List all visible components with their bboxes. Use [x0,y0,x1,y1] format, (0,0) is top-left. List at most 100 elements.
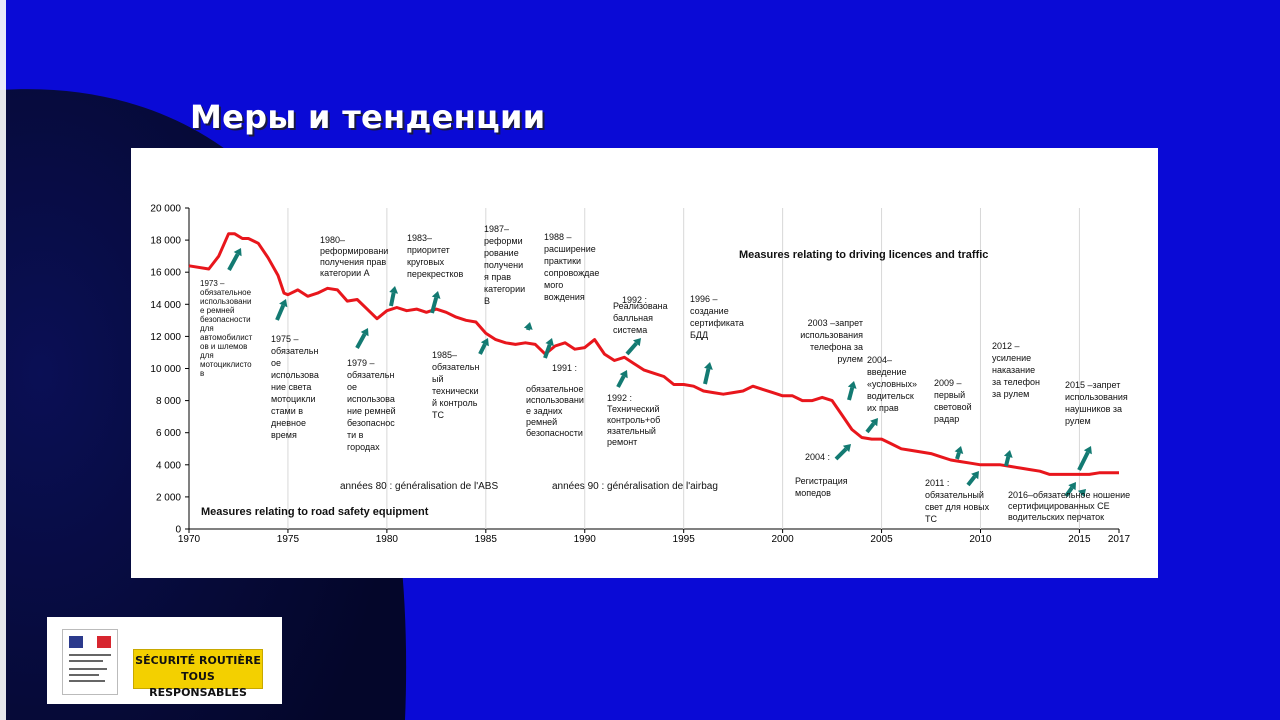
logo-box: SÉCURITÉ ROUTIÈRE TOUS RESPONSABLES [47,617,282,704]
annotation-arrow [955,452,961,460]
annotation-arrow [478,343,487,355]
y-tick-label: 6 000 [156,428,181,439]
annotation-arrow-head [480,338,489,347]
annotation-arrow-head [233,248,242,257]
y-tick-label: 12 000 [150,332,181,343]
securite-routiere-logo: SÉCURITÉ ROUTIÈRE TOUS RESPONSABLES [133,649,263,699]
annotation-arrow [543,343,552,359]
x-tick-label: 2000 [771,534,794,545]
annotation-6: 1985– обязательн ый технически й контроль ТС [432,350,479,420]
annotation-arrow [865,422,876,434]
logo-line-2: TOUS RESPONSABLES [149,670,247,699]
chart-panel: 0 2 000 4 000 6 000 8 000 10 000 12 000 14 000 1… [131,148,1158,578]
y-tick-label: 8 000 [156,396,181,407]
annotation-arrow [834,447,848,461]
annotation-22: 2015 –запрет использования наушников за рул… [1065,380,1128,426]
annotation-arrow-head [545,338,554,347]
annotation-arrow-head [971,471,979,480]
annotation-arrow [1077,451,1090,471]
annotation-19: 2009 – первый световой радар [934,378,972,424]
series-layer [188,232,1119,476]
annotation-arrows [227,248,1092,498]
annotation-arrow-head [1083,446,1092,455]
annotation-arrow-head [954,446,964,455]
annotation-arrow [430,297,439,314]
y-tick-label: 0 [175,525,181,536]
annotation-3: 1980– реформировани получения прав категори… [320,235,388,278]
annotation-18: Регистрация мопедов [795,476,848,498]
x-tick-label: 2005 [870,534,893,545]
y-tick-label: 4 000 [156,460,181,471]
annotation-7: 1987– реформи рование получени я прав категор… [484,224,525,306]
x-tick-label: 1990 [574,534,597,545]
annotation-21: 2012 – усиление наказание за телефон за руле… [992,341,1040,399]
x-tick-label: 2010 [969,534,992,545]
annotation-arrow-head [633,338,641,347]
y-tick-label: 16 000 [150,268,181,279]
annotation-27: Measures relating to road safety equipme… [201,506,429,518]
line-chart: 0 2 000 4 000 6 000 8 000 10 000 12 000 14 000 1… [150,204,1131,546]
y-tick-label: 20 000 [150,204,181,215]
y-tick-labels: 0 2 000 4 000 6 000 8 000 10 000 12 000 14 000 1… [150,204,189,536]
annotation-arrow-head [704,362,713,370]
annotation-8: 1988 – расширение практики сопровождае мого в… [544,232,599,302]
annotation-arrow-head [279,299,288,308]
annotation-arrow [847,387,855,401]
annotation-arrow [703,368,711,385]
annotation-13: 1992 : Технический контроль+об язательный ре… [607,393,660,447]
annotation-9: 1991 : [552,363,577,373]
annotation-arrow-head [523,322,533,330]
annotation-10: обязательное использовани е задних ремней бе… [526,384,584,438]
annotation-1: 1973 – обязательное использовани е ремней бе… [200,279,253,378]
annotation-arrow [1004,456,1011,467]
slide-title: Меры и тенденции [190,98,546,136]
annotation-arrow-head [847,381,857,389]
x-tick-label: 2015 [1068,534,1091,545]
annotation-15: 2003 –запрет использования телефона за руле… [800,318,863,364]
ministry-logo [62,629,118,695]
annotation-4: 1979 – обязательн ое использова ние ремней бе… [347,358,396,452]
annotation-arrow [1064,486,1074,498]
y-tick-label: 2 000 [156,492,181,503]
annotation-14: 1996 – создание сертификата БДД [690,294,744,340]
annotation-11: 1992 : [622,295,647,305]
annotation-2: 1975 – обязательн ое использова ние света мот… [271,334,319,440]
x-tick-labels: 1970 1975 1980 1985 1990 1995 2000 2005 2010 2015… [178,529,1131,545]
annotation-arrow [227,253,240,271]
annotation-arrow [625,341,638,356]
x-tick-label: 2017 [1108,534,1131,545]
annotation-arrow-head [389,286,399,294]
annotation-16: 2004– введение «условных» водительск их прав [867,355,917,413]
annotation-arrow [616,375,626,388]
annotation-20: 2011 : обязательный свет для новых ТС [925,478,990,524]
annotation-arrow-head [1077,489,1086,498]
annotation-25: années 80 : généralisation de l'ABS [340,481,498,492]
annotation-12: Реализована балльная система [613,301,668,335]
annotation-arrow-head [842,444,851,453]
annotation-arrow [389,292,396,307]
x-tick-label: 1970 [178,534,201,545]
annotation-arrow-head [870,418,878,427]
y-tick-label: 14 000 [150,300,181,311]
x-tick-label: 1995 [673,534,696,545]
annotation-arrow [966,475,977,487]
annotation-5: 1983– приоритет круговых перекрестков [407,233,464,279]
annotation-23: 2016–обязательное ношение сертифицированн… [1008,490,1130,522]
y-tick-label: 18 000 [150,236,181,247]
annotation-arrow-head [431,291,441,299]
x-tick-label: 1980 [376,534,399,545]
annotation-texts: 1973 – обязательное использовани е ремней бе… [200,224,1130,524]
series-line [188,232,1119,476]
x-tick-label: 1975 [277,534,300,545]
y-tick-label: 10 000 [150,364,181,375]
annotation-26: années 90 : généralisation de l'airbag [552,481,718,492]
annotation-arrow-head [1068,482,1076,491]
annotation-arrow-head [1003,450,1013,458]
annotation-arrow-head [360,328,369,337]
annotation-arrow [275,304,286,321]
annotation-24: Measures relating to driving licences an… [739,249,988,261]
x-tick-label: 1985 [475,534,498,545]
annotation-arrow [355,333,367,349]
annotation-17: 2004 : [805,452,830,462]
annotation-arrow-head [619,370,628,379]
